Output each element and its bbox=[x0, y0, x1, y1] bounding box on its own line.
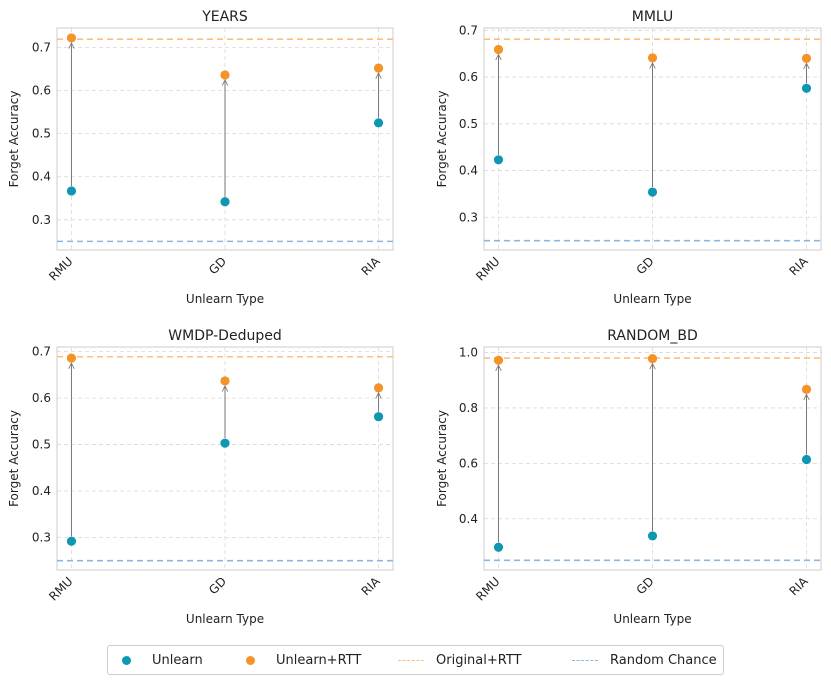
x-tick-label: GD bbox=[634, 254, 657, 277]
subplot-title: YEARS bbox=[201, 9, 248, 25]
y-tick-label: 0.7 bbox=[32, 345, 51, 359]
y-tick-label: 0.7 bbox=[32, 40, 51, 54]
point-unlearn bbox=[373, 412, 384, 422]
subplot-title: WMDP-Deduped bbox=[168, 328, 281, 344]
legend-unlearn-marker bbox=[122, 656, 131, 665]
x-tick-label: RIA bbox=[359, 254, 384, 279]
x-axis-label: Unlearn Type bbox=[613, 292, 691, 306]
y-tick-label: 0.5 bbox=[32, 127, 51, 141]
y-axis-label: Forget Accuracy bbox=[7, 91, 21, 188]
x-tick-label: GD bbox=[634, 574, 657, 597]
y-tick-label: 0.6 bbox=[32, 391, 51, 405]
x-tick-label: RMU bbox=[473, 574, 502, 603]
x-tick-label: RMU bbox=[46, 574, 75, 603]
point-unlearn-rtt bbox=[373, 63, 384, 73]
y-tick-label: 0.6 bbox=[459, 456, 478, 470]
point-unlearn bbox=[801, 454, 812, 465]
y-tick-label: 0.3 bbox=[32, 213, 51, 227]
point-unlearn-rtt bbox=[66, 33, 77, 43]
legend-item-rtt: Unlearn+RTT bbox=[246, 653, 361, 668]
point-unlearn-rtt bbox=[220, 70, 230, 80]
point-unlearn-rtt bbox=[373, 383, 384, 393]
y-tick-label: 0.3 bbox=[459, 210, 478, 224]
point-unlearn bbox=[373, 118, 384, 128]
legend: Unlearn Unlearn+RTT Original+RTT Random … bbox=[107, 645, 724, 675]
x-tick-label: RMU bbox=[473, 254, 502, 283]
subplot-wmdp-deduped: 0.3 0.4 0.5 0.6 0.7 RMU GD RIA WMDP-Deduped Unlea… bbox=[7, 328, 394, 626]
legend-item-unlearn: Unlearn bbox=[122, 653, 203, 668]
legend-item-random: Random Chance bbox=[572, 653, 717, 668]
point-unlearn bbox=[493, 155, 504, 165]
x-tick-label: GD bbox=[206, 254, 229, 277]
x-axis-label: Unlearn Type bbox=[186, 292, 264, 306]
legend-original-label: Original+RTT bbox=[436, 653, 522, 668]
point-unlearn-rtt bbox=[801, 384, 812, 394]
y-axis-label: Forget Accuracy bbox=[435, 410, 449, 507]
legend-random-label: Random Chance bbox=[610, 653, 717, 668]
y-tick-label: 0.4 bbox=[32, 484, 51, 498]
x-tick-label: RIA bbox=[787, 574, 812, 599]
legend-rtt-label: Unlearn+RTT bbox=[276, 653, 362, 668]
point-unlearn bbox=[66, 186, 77, 196]
y-tick-label: 0.8 bbox=[459, 401, 478, 415]
point-unlearn-rtt bbox=[220, 376, 230, 386]
y-tick-label: 0.4 bbox=[32, 170, 51, 184]
point-unlearn bbox=[647, 531, 658, 541]
point-unlearn bbox=[220, 197, 230, 207]
subplot-title: RANDOM_BD bbox=[607, 328, 697, 344]
x-tick-label: RIA bbox=[359, 574, 384, 599]
y-axis-label: Forget Accuracy bbox=[435, 91, 449, 188]
y-tick-label: 0.6 bbox=[32, 84, 51, 98]
legend-original-line bbox=[398, 660, 424, 661]
point-unlearn bbox=[647, 187, 658, 197]
y-tick-label: 0.6 bbox=[459, 70, 478, 84]
subplot-mmlu: 0.3 0.4 0.5 0.6 0.7 RMU GD RIA MMLU Unlearn Type F… bbox=[435, 9, 822, 306]
legend-rtt-marker bbox=[246, 656, 255, 665]
y-axis-label: Forget Accuracy bbox=[7, 410, 21, 507]
y-tick-label: 0.7 bbox=[459, 23, 478, 37]
point-unlearn-rtt bbox=[647, 53, 658, 63]
point-unlearn bbox=[220, 438, 230, 448]
y-tick-label: 0.5 bbox=[32, 438, 51, 452]
point-unlearn bbox=[66, 536, 77, 546]
point-unlearn bbox=[801, 83, 812, 93]
legend-item-original: Original+RTT bbox=[398, 653, 522, 668]
x-axis-label: Unlearn Type bbox=[186, 612, 264, 626]
point-unlearn-rtt bbox=[801, 53, 812, 63]
x-axis-label: Unlearn Type bbox=[613, 612, 691, 626]
x-tick-label: RIA bbox=[787, 254, 812, 279]
point-unlearn-rtt bbox=[647, 354, 658, 364]
y-tick-label: 0.4 bbox=[459, 164, 478, 178]
legend-random-line bbox=[572, 660, 598, 661]
x-tick-label: GD bbox=[206, 574, 229, 597]
point-unlearn-rtt bbox=[493, 355, 504, 365]
subplot-years: 0.3 0.4 0.5 0.6 0.7 RMU GD RIA YEARS Unlearn Type… bbox=[7, 9, 394, 306]
legend-unlearn-label: Unlearn bbox=[152, 653, 203, 668]
subplot-random-bd: 0.4 0.6 0.8 1.0 RMU GD RIA RANDOM_BD Unlearn Typ… bbox=[435, 328, 822, 626]
point-unlearn-rtt bbox=[493, 44, 504, 55]
y-tick-label: 0.5 bbox=[459, 117, 478, 131]
x-tick-label: RMU bbox=[46, 254, 75, 283]
y-tick-label: 0.4 bbox=[459, 512, 478, 526]
subplot-title: MMLU bbox=[632, 9, 674, 25]
point-unlearn-rtt bbox=[66, 353, 77, 363]
y-tick-label: 1.0 bbox=[459, 346, 478, 360]
y-tick-label: 0.3 bbox=[32, 530, 51, 544]
point-unlearn bbox=[493, 542, 504, 552]
